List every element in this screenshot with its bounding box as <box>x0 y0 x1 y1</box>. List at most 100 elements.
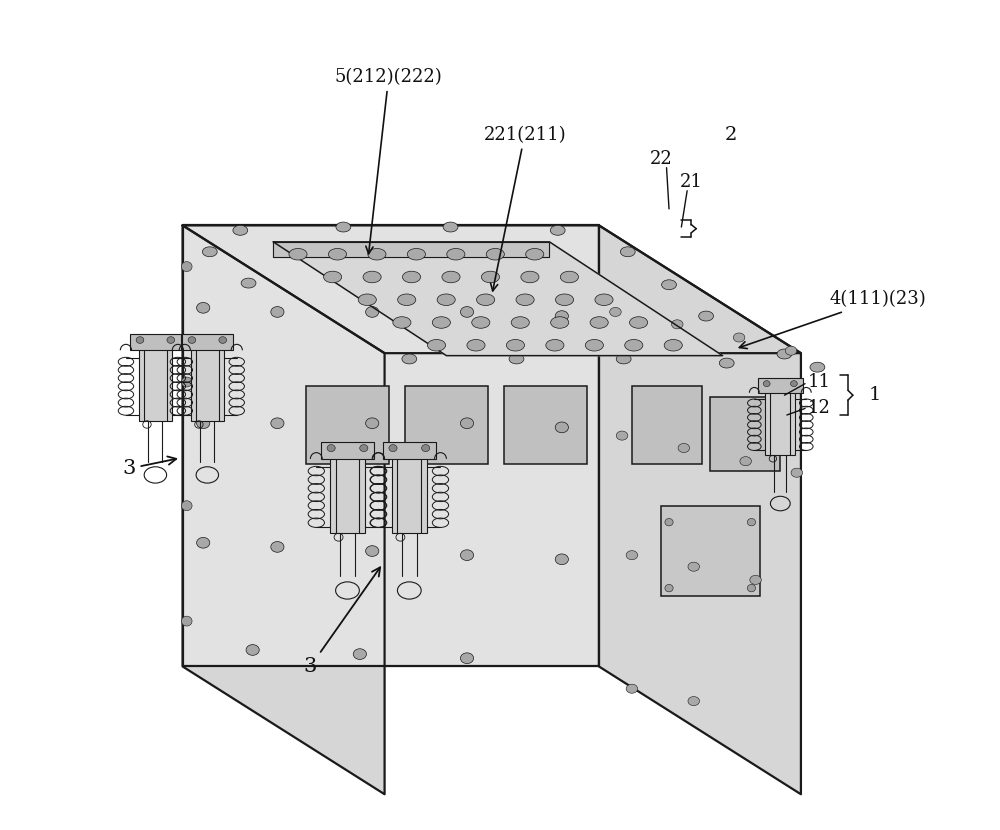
Bar <box>632 386 702 465</box>
Polygon shape <box>273 242 723 355</box>
Ellipse shape <box>136 337 144 344</box>
Ellipse shape <box>271 541 284 552</box>
Ellipse shape <box>486 248 504 260</box>
Ellipse shape <box>740 457 751 466</box>
Text: 3: 3 <box>122 457 176 478</box>
Ellipse shape <box>585 339 603 351</box>
Ellipse shape <box>241 278 256 288</box>
Ellipse shape <box>791 381 797 387</box>
Ellipse shape <box>181 500 192 510</box>
Bar <box>758 378 803 393</box>
Ellipse shape <box>398 294 416 305</box>
Ellipse shape <box>616 431 628 440</box>
Text: 1: 1 <box>869 386 881 404</box>
Ellipse shape <box>477 294 495 305</box>
Bar <box>139 347 172 421</box>
Ellipse shape <box>447 248 465 260</box>
Ellipse shape <box>188 337 196 344</box>
Text: 3: 3 <box>304 568 380 676</box>
Ellipse shape <box>271 306 284 317</box>
Ellipse shape <box>197 417 210 428</box>
Ellipse shape <box>550 226 565 235</box>
Ellipse shape <box>181 377 192 387</box>
Ellipse shape <box>616 354 631 364</box>
Ellipse shape <box>366 545 379 556</box>
Ellipse shape <box>327 445 335 452</box>
Bar <box>392 455 427 534</box>
Ellipse shape <box>526 248 544 260</box>
Ellipse shape <box>620 247 635 256</box>
Ellipse shape <box>389 445 397 452</box>
Ellipse shape <box>402 271 421 283</box>
Ellipse shape <box>747 584 756 592</box>
Ellipse shape <box>625 339 643 351</box>
Ellipse shape <box>393 317 411 329</box>
Ellipse shape <box>324 271 342 283</box>
Bar <box>504 386 587 465</box>
Ellipse shape <box>630 317 648 329</box>
Ellipse shape <box>555 294 574 305</box>
Ellipse shape <box>167 337 175 344</box>
Ellipse shape <box>688 696 700 706</box>
Ellipse shape <box>368 248 386 260</box>
Ellipse shape <box>546 339 564 351</box>
Bar <box>765 389 795 456</box>
Ellipse shape <box>472 317 490 329</box>
Ellipse shape <box>688 562 700 571</box>
Ellipse shape <box>442 271 460 283</box>
Ellipse shape <box>595 294 613 305</box>
Text: 11: 11 <box>808 373 831 391</box>
Ellipse shape <box>271 417 284 428</box>
Ellipse shape <box>664 339 682 351</box>
Bar <box>405 386 488 465</box>
Ellipse shape <box>336 222 351 232</box>
Ellipse shape <box>460 306 474 317</box>
Ellipse shape <box>555 310 568 321</box>
Text: 5(212)(222): 5(212)(222) <box>335 68 443 254</box>
Ellipse shape <box>699 311 714 321</box>
Ellipse shape <box>516 294 534 305</box>
Bar <box>710 397 780 471</box>
Ellipse shape <box>555 422 568 432</box>
Ellipse shape <box>197 538 210 548</box>
Bar <box>130 334 181 350</box>
Ellipse shape <box>443 222 458 232</box>
Ellipse shape <box>289 248 307 260</box>
Ellipse shape <box>671 320 683 329</box>
Ellipse shape <box>233 226 248 235</box>
Ellipse shape <box>181 616 192 626</box>
Ellipse shape <box>626 684 638 693</box>
Ellipse shape <box>181 261 192 271</box>
Ellipse shape <box>328 248 347 260</box>
Ellipse shape <box>202 247 217 256</box>
Ellipse shape <box>481 271 500 283</box>
Polygon shape <box>599 226 801 794</box>
Ellipse shape <box>750 575 761 584</box>
Ellipse shape <box>610 307 621 316</box>
Ellipse shape <box>777 349 792 359</box>
Ellipse shape <box>437 294 455 305</box>
Bar <box>330 455 365 534</box>
Ellipse shape <box>511 317 529 329</box>
Ellipse shape <box>626 550 638 559</box>
Ellipse shape <box>402 354 417 364</box>
Ellipse shape <box>366 417 379 428</box>
Bar <box>321 442 374 459</box>
Ellipse shape <box>360 445 368 452</box>
Ellipse shape <box>358 294 376 305</box>
Ellipse shape <box>407 248 425 260</box>
Bar <box>191 347 224 421</box>
Ellipse shape <box>763 381 770 387</box>
Bar <box>182 334 233 350</box>
Ellipse shape <box>560 271 578 283</box>
Ellipse shape <box>506 339 524 351</box>
Ellipse shape <box>460 549 474 560</box>
Ellipse shape <box>353 649 366 660</box>
Ellipse shape <box>521 271 539 283</box>
Polygon shape <box>273 242 549 256</box>
Bar <box>306 386 389 465</box>
Text: 21: 21 <box>680 173 703 191</box>
Text: 221(211): 221(211) <box>483 125 566 290</box>
Ellipse shape <box>467 339 485 351</box>
Text: 12: 12 <box>808 399 830 417</box>
